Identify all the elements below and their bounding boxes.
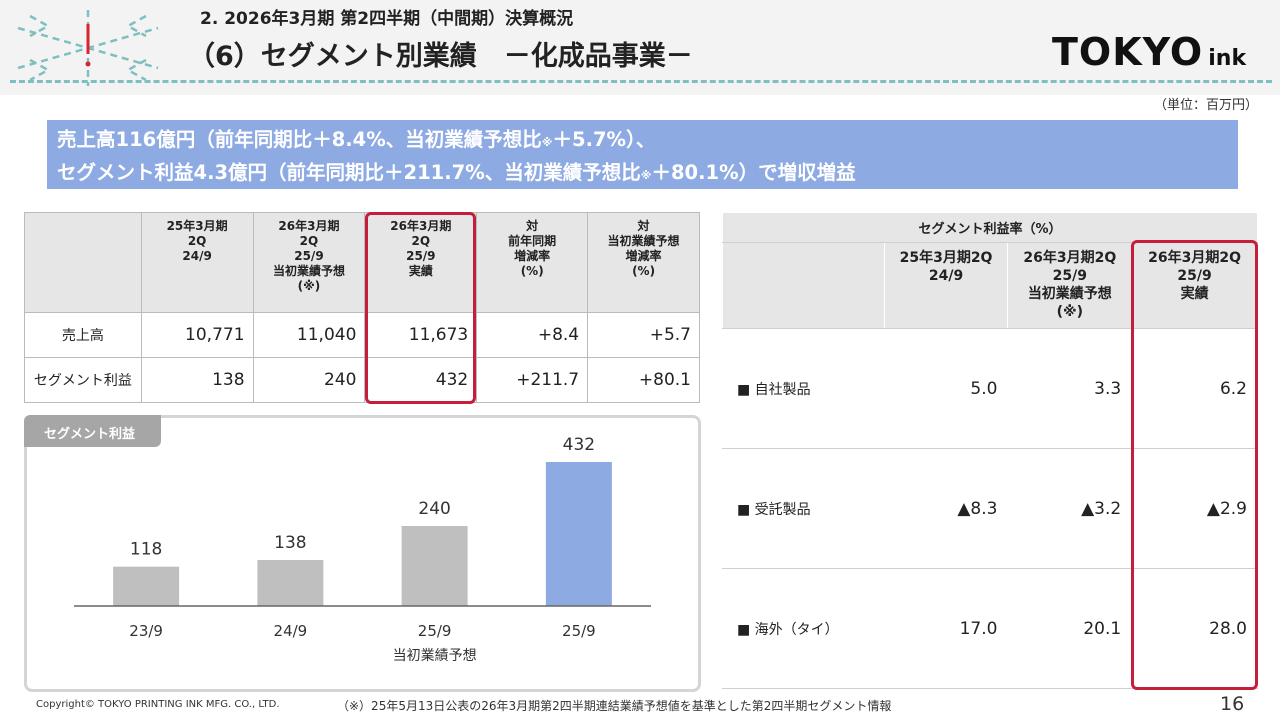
table-cell: 6.2 bbox=[1131, 328, 1258, 449]
table-caption-row: セグメント利益率（%） bbox=[722, 212, 1258, 243]
footnote: （※）25年5月13日公表の26年3月期第2四半期連結業績予想値を基準とした第2… bbox=[337, 699, 892, 713]
chart-bar bbox=[257, 560, 324, 606]
chart-category-label: 23/9 bbox=[129, 622, 163, 640]
chart-category-sublabel: 当初業績予想 bbox=[393, 647, 477, 664]
row-label: セグメント利益 bbox=[24, 357, 142, 403]
chart-data-label: 138 bbox=[274, 533, 306, 553]
section-title: 2. 2026年3月期 第2四半期（中間期）決算概況 bbox=[200, 9, 574, 29]
profit-margin-table: セグメント利益率（%） 25年3月期2Q 24/9 26年3月期2Q 25/9 当初業… bbox=[722, 212, 1258, 689]
chart-bar bbox=[545, 462, 612, 606]
table-cell: 5.0 bbox=[883, 328, 1009, 449]
summary-line-1-text-a: 売上高116億円（前年同期比＋8.4%、当初業績予想比 bbox=[57, 128, 542, 151]
table-cell: 432 bbox=[364, 357, 478, 403]
table-header-cell bbox=[24, 212, 142, 313]
table-cell: 28.0 bbox=[1131, 568, 1258, 689]
chart-data-label: 240 bbox=[418, 499, 450, 519]
table-cell: +5.7 bbox=[587, 312, 700, 358]
table-cell: ▲3.2 bbox=[1007, 448, 1133, 569]
chart-data-label: 432 bbox=[563, 435, 595, 455]
table-row: 売上高 10,771 11,040 11,673 +8.4 +5.7 bbox=[24, 312, 700, 358]
sales-profit-table: 25年3月期 2Q 24/9 26年3月期 2Q 25/9 当初業績予想 (※) 26年3月… bbox=[24, 212, 700, 403]
table-cell: ▲8.3 bbox=[883, 448, 1009, 569]
chart-category-label: 25/9 bbox=[418, 622, 452, 640]
segment-profit-chart: 118 23/9 138 24/9 240 25/9 当初業績予想 432 25/9 bbox=[74, 435, 651, 664]
summary-line-1-text-b: ＋5.7%）、 bbox=[552, 128, 656, 151]
table-cell: 20.1 bbox=[1007, 568, 1133, 689]
chart-bar bbox=[113, 566, 180, 606]
table-cell: 17.0 bbox=[883, 568, 1009, 689]
company-logo: TOKYO ink bbox=[1052, 30, 1246, 74]
page-title: （6）セグメント別業績 －化成品事業－ bbox=[188, 41, 693, 72]
row-label: ■ 受託製品 bbox=[722, 448, 885, 569]
table-cell: 11,040 bbox=[252, 312, 366, 358]
unit-label: （単位：百万円） bbox=[1153, 98, 1258, 113]
table-cell: +8.4 bbox=[476, 312, 589, 358]
table-cell: +80.1 bbox=[587, 357, 700, 403]
page-number: 16 bbox=[1220, 693, 1245, 715]
copyright: Copyright© TOKYO PRINTING INK MFG. CO., … bbox=[36, 699, 280, 710]
table-row: セグメント利益 138 240 432 +211.7 +80.1 bbox=[24, 357, 700, 403]
actual-highlight-box bbox=[365, 212, 476, 404]
summary-line-2-text-a: セグメント利益4.3億円（前年同期比＋211.7%、当初業績予想比 bbox=[57, 161, 641, 184]
table-header-cell: 対前年同期 増減率 (%) bbox=[476, 212, 589, 313]
summary-line-2: セグメント利益4.3億円（前年同期比＋211.7%、当初業績予想比※＋80.1%… bbox=[57, 158, 1238, 189]
header-band bbox=[0, 0, 1280, 95]
chart-bar bbox=[401, 526, 468, 606]
table-header-cell bbox=[722, 242, 885, 329]
chart-card-tab: セグメント利益 bbox=[24, 415, 161, 447]
chart-data-label: 118 bbox=[130, 540, 162, 560]
table-cell: 3.3 bbox=[1007, 328, 1133, 449]
row-label: 売上高 bbox=[24, 312, 142, 358]
header-divider bbox=[10, 80, 1272, 84]
row-label: ■ 自社製品 bbox=[722, 328, 885, 449]
logo-main-text: TOKYO bbox=[1052, 30, 1204, 74]
chart-category-label: 25/9 bbox=[562, 622, 596, 640]
summary-line-2-text-b: ＋80.1%）で増収増益 bbox=[651, 161, 856, 184]
table-cell: 10,771 bbox=[140, 312, 254, 358]
summary-line-2-mark: ※ bbox=[640, 169, 652, 182]
table-cell: ▲2.9 bbox=[1131, 448, 1258, 569]
table-row: ■ 海外（タイ） 17.0 20.1 28.0 bbox=[722, 568, 1258, 689]
snowflake-decoration-icon bbox=[17, 10, 159, 86]
actual-highlight-box bbox=[1131, 240, 1258, 690]
table-caption: セグメント利益率（%） bbox=[722, 212, 1258, 243]
table-row: ■ 受託製品 ▲8.3 ▲3.2 ▲2.9 bbox=[722, 448, 1258, 569]
summary-line-1: 売上高116億円（前年同期比＋8.4%、当初業績予想比※＋5.7%）、 bbox=[57, 125, 1238, 158]
chart-category-label: 24/9 bbox=[274, 622, 308, 640]
table-cell: +211.7 bbox=[476, 357, 589, 403]
summary-banner: 売上高116億円（前年同期比＋8.4%、当初業績予想比※＋5.7%）、 セグメン… bbox=[47, 120, 1238, 189]
table-cell: 138 bbox=[140, 357, 254, 403]
table-header-cell: 対当初業績予想 増減率 (%) bbox=[587, 212, 700, 313]
table-cell: 240 bbox=[252, 357, 366, 403]
logo-sub-text: ink bbox=[1208, 46, 1247, 71]
row-label: ■ 海外（タイ） bbox=[722, 568, 885, 689]
summary-line-1-mark: ※ bbox=[541, 136, 553, 149]
